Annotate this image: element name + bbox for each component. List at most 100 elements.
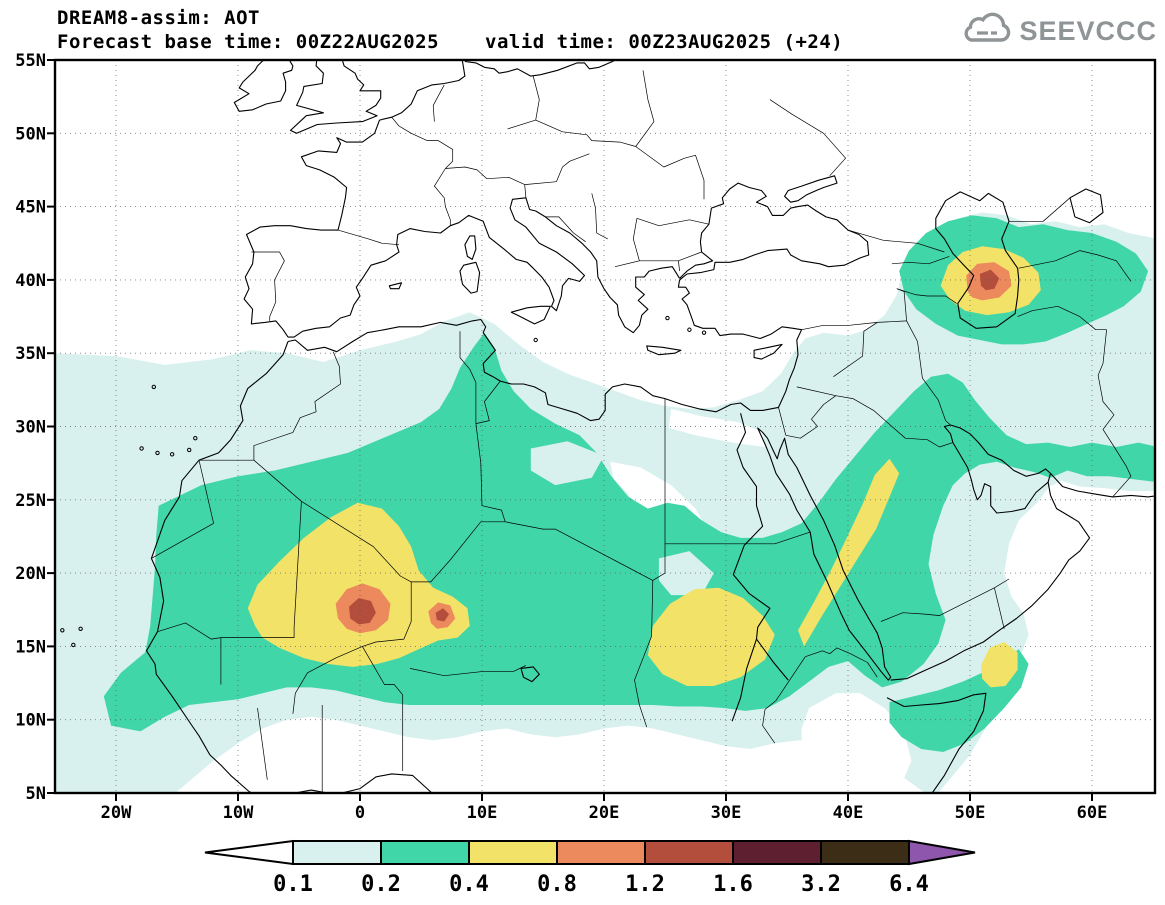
- island-dot: [687, 327, 692, 332]
- country-border: [1017, 305, 1107, 331]
- contour-region: [658, 551, 714, 596]
- country-border: [635, 70, 655, 147]
- island-dot: [71, 642, 76, 648]
- page-title: DREAM8-assim: AOT: [57, 7, 260, 29]
- lat-tick-label: 55N: [15, 51, 46, 71]
- axis-ticks: [47, 59, 1093, 801]
- island-dot: [155, 450, 160, 456]
- colorbar: 0.1 0.2 0.4 0.8 1.2 1.6 3.2 6.4: [204, 839, 976, 897]
- coastline-closed: [233, 60, 294, 112]
- colorbar-label: 0.2: [361, 872, 401, 897]
- country-border: [906, 320, 951, 426]
- contour-region: [798, 458, 900, 647]
- coastline-closed: [784, 175, 838, 203]
- colorbar-label: 0.4: [449, 872, 489, 897]
- contour-region: [349, 598, 376, 625]
- contour-region: [530, 441, 604, 486]
- cloud-icon: [964, 12, 1011, 42]
- country-border: [634, 580, 654, 728]
- seevccc-logo: SEEVCCC: [961, 12, 1157, 50]
- island-dot: [169, 452, 175, 457]
- lon-tick-label: 40E: [833, 803, 864, 823]
- coastline-closed: [520, 666, 540, 683]
- colorbar-label: 0.1: [273, 872, 313, 897]
- colorbar-segment: [556, 840, 646, 865]
- contour-region: [979, 269, 1000, 291]
- island-dot: [665, 315, 670, 321]
- coastline-closed: [943, 424, 1052, 514]
- coastline: [890, 482, 1091, 681]
- lon-tick-label: 30E: [711, 803, 742, 823]
- country-border: [896, 288, 957, 304]
- country-border: [632, 218, 640, 261]
- country-border: [1097, 329, 1132, 498]
- lon-tick-label: 60E: [1077, 803, 1108, 823]
- lat-tick-label: 15N: [15, 637, 46, 657]
- aot-contours: [55, 212, 1155, 793]
- lat-tick-label: 10N: [15, 711, 46, 731]
- lon-tick-label: 20W: [101, 803, 132, 823]
- country-border: [434, 168, 451, 226]
- coastline-closed: [935, 191, 1020, 329]
- coastline: [1050, 473, 1155, 498]
- lon-tick-label: 10W: [223, 803, 254, 823]
- island-dot: [78, 626, 83, 632]
- country-border: [151, 460, 214, 559]
- lat-tick-label: 25N: [15, 491, 46, 511]
- colorbar-segment: [644, 840, 734, 865]
- country-border: [994, 587, 1005, 629]
- lon-tick-label: 0: [355, 803, 365, 823]
- graticule: [55, 60, 1155, 793]
- coastline-closed: [289, 60, 382, 134]
- country-border: [475, 380, 501, 424]
- contour-region: [435, 608, 450, 622]
- country-border: [769, 99, 846, 177]
- coastline-closed: [459, 261, 481, 294]
- country-border: [1018, 250, 1132, 282]
- colorbar-label: 6.4: [889, 872, 929, 897]
- country-border: [524, 184, 527, 198]
- country-border: [778, 407, 787, 436]
- lat-tick-label: 20N: [15, 564, 46, 584]
- lon-tick-label: 20E: [589, 803, 620, 823]
- coastline-closed: [646, 345, 682, 356]
- country-border: [409, 665, 527, 677]
- country-border: [391, 116, 454, 169]
- coastline: [145, 341, 433, 793]
- colorbar-label: 0.8: [537, 872, 577, 897]
- country-border: [614, 260, 680, 272]
- lat-tick-label: 5N: [26, 784, 46, 804]
- coastline: [732, 413, 789, 681]
- country-border: [805, 647, 878, 678]
- island-dot: [187, 447, 192, 453]
- colorbar-arrow-low: [204, 839, 294, 866]
- island-dot: [139, 446, 144, 451]
- country-border: [505, 521, 666, 581]
- valid-time: valid time: 00Z23AUG2025 (+24): [485, 31, 844, 53]
- logo-text: SEEVCCC: [1019, 15, 1157, 46]
- coastline: [731, 638, 758, 722]
- lon-tick-label: 10E: [467, 803, 498, 823]
- island-dot: [60, 628, 65, 633]
- colorbar-segment: [380, 840, 470, 865]
- colorbar-segment: [468, 840, 558, 865]
- coastline-closed: [510, 305, 551, 325]
- country-border: [362, 646, 404, 771]
- country-border: [507, 76, 540, 130]
- country-border: [432, 84, 445, 122]
- country-border: [556, 153, 590, 182]
- country-border: [545, 216, 586, 243]
- country-borders: [151, 70, 1132, 792]
- lat-axis: 55N 50N 45N 40N 35N 30N 25N 20N 15N 10N …: [15, 51, 46, 804]
- island-dot: [701, 330, 707, 335]
- country-border: [635, 146, 705, 200]
- country-border: [535, 119, 636, 147]
- lat-tick-label: 40N: [15, 271, 46, 291]
- colorbar-label: 1.2: [625, 872, 665, 897]
- country-border: [636, 217, 709, 227]
- country-border: [257, 707, 268, 780]
- country-border: [762, 656, 806, 744]
- colorbar-segment: [292, 840, 382, 865]
- contour-region: [647, 587, 775, 686]
